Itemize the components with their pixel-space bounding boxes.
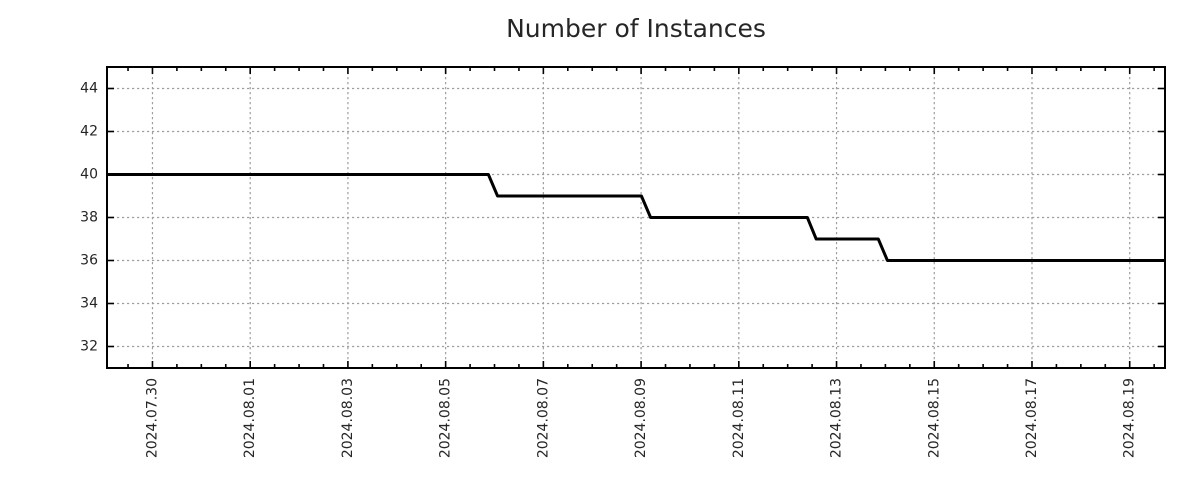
label-layer: 32 34 36 38 40 42 44 2024.07.30 2024.08.01 2024.0…: [80, 81, 1138, 459]
x-tick-label: 2024.08.19: [1122, 378, 1138, 458]
y-tick-label: 44: [80, 81, 98, 97]
chart-title: Number of Instances: [506, 14, 766, 43]
x-tick-label: 2024.08.07: [535, 378, 551, 458]
x-tick-label: 2024.08.13: [829, 378, 845, 458]
x-tick-label: 2024.08.17: [1024, 378, 1040, 458]
x-tick-label: 2024.08.03: [340, 378, 356, 458]
series-layer: [107, 173, 1165, 262]
x-tick-label: 2024.08.01: [242, 378, 258, 458]
axis-layer: [106, 66, 1166, 369]
x-tick-label: 2024.08.05: [438, 378, 454, 458]
x-tick-label: 2024.08.11: [731, 378, 747, 458]
y-tick-label: 36: [80, 253, 98, 269]
x-tick-label: 2024.07.30: [144, 378, 160, 458]
x-tick-label: 2024.08.15: [926, 378, 942, 458]
y-tick-label: 42: [80, 124, 98, 140]
y-tick-label: 40: [80, 167, 98, 183]
x-tick-label: 2024.08.09: [633, 378, 649, 458]
grid-layer: [107, 67, 1165, 368]
y-tick-label: 38: [80, 210, 98, 226]
y-tick-label: 32: [80, 339, 98, 355]
y-tick-label: 34: [80, 296, 98, 312]
plot-border: [106, 66, 1166, 369]
series-line: [107, 173, 1165, 262]
